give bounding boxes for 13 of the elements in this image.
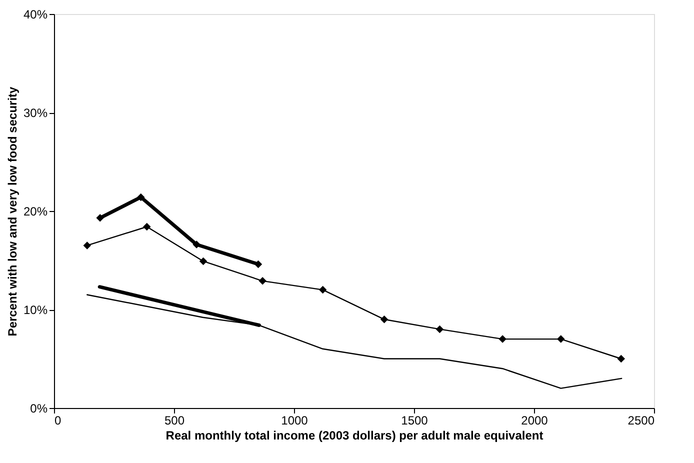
x-tick-label: 0 [54,414,62,428]
x-tick-label: 500 [164,414,185,428]
x-axis-title: Real monthly total income (2003 dollars) per adult male equivalent [166,428,544,442]
x-tick-label: 2000 [521,414,548,428]
y-tick-label: 40% [23,8,48,22]
y-tick-label: 10% [23,303,48,317]
x-tick-label: 1500 [401,414,428,428]
y-tick-label: 0% [30,402,48,416]
x-tick-label: 1000 [281,414,308,428]
y-tick-label: 30% [23,106,48,120]
y-tick-label: 20% [23,204,48,218]
x-tick-label: 2500 [628,414,655,428]
y-axis-title: Percent with low and very low food security [5,86,20,336]
